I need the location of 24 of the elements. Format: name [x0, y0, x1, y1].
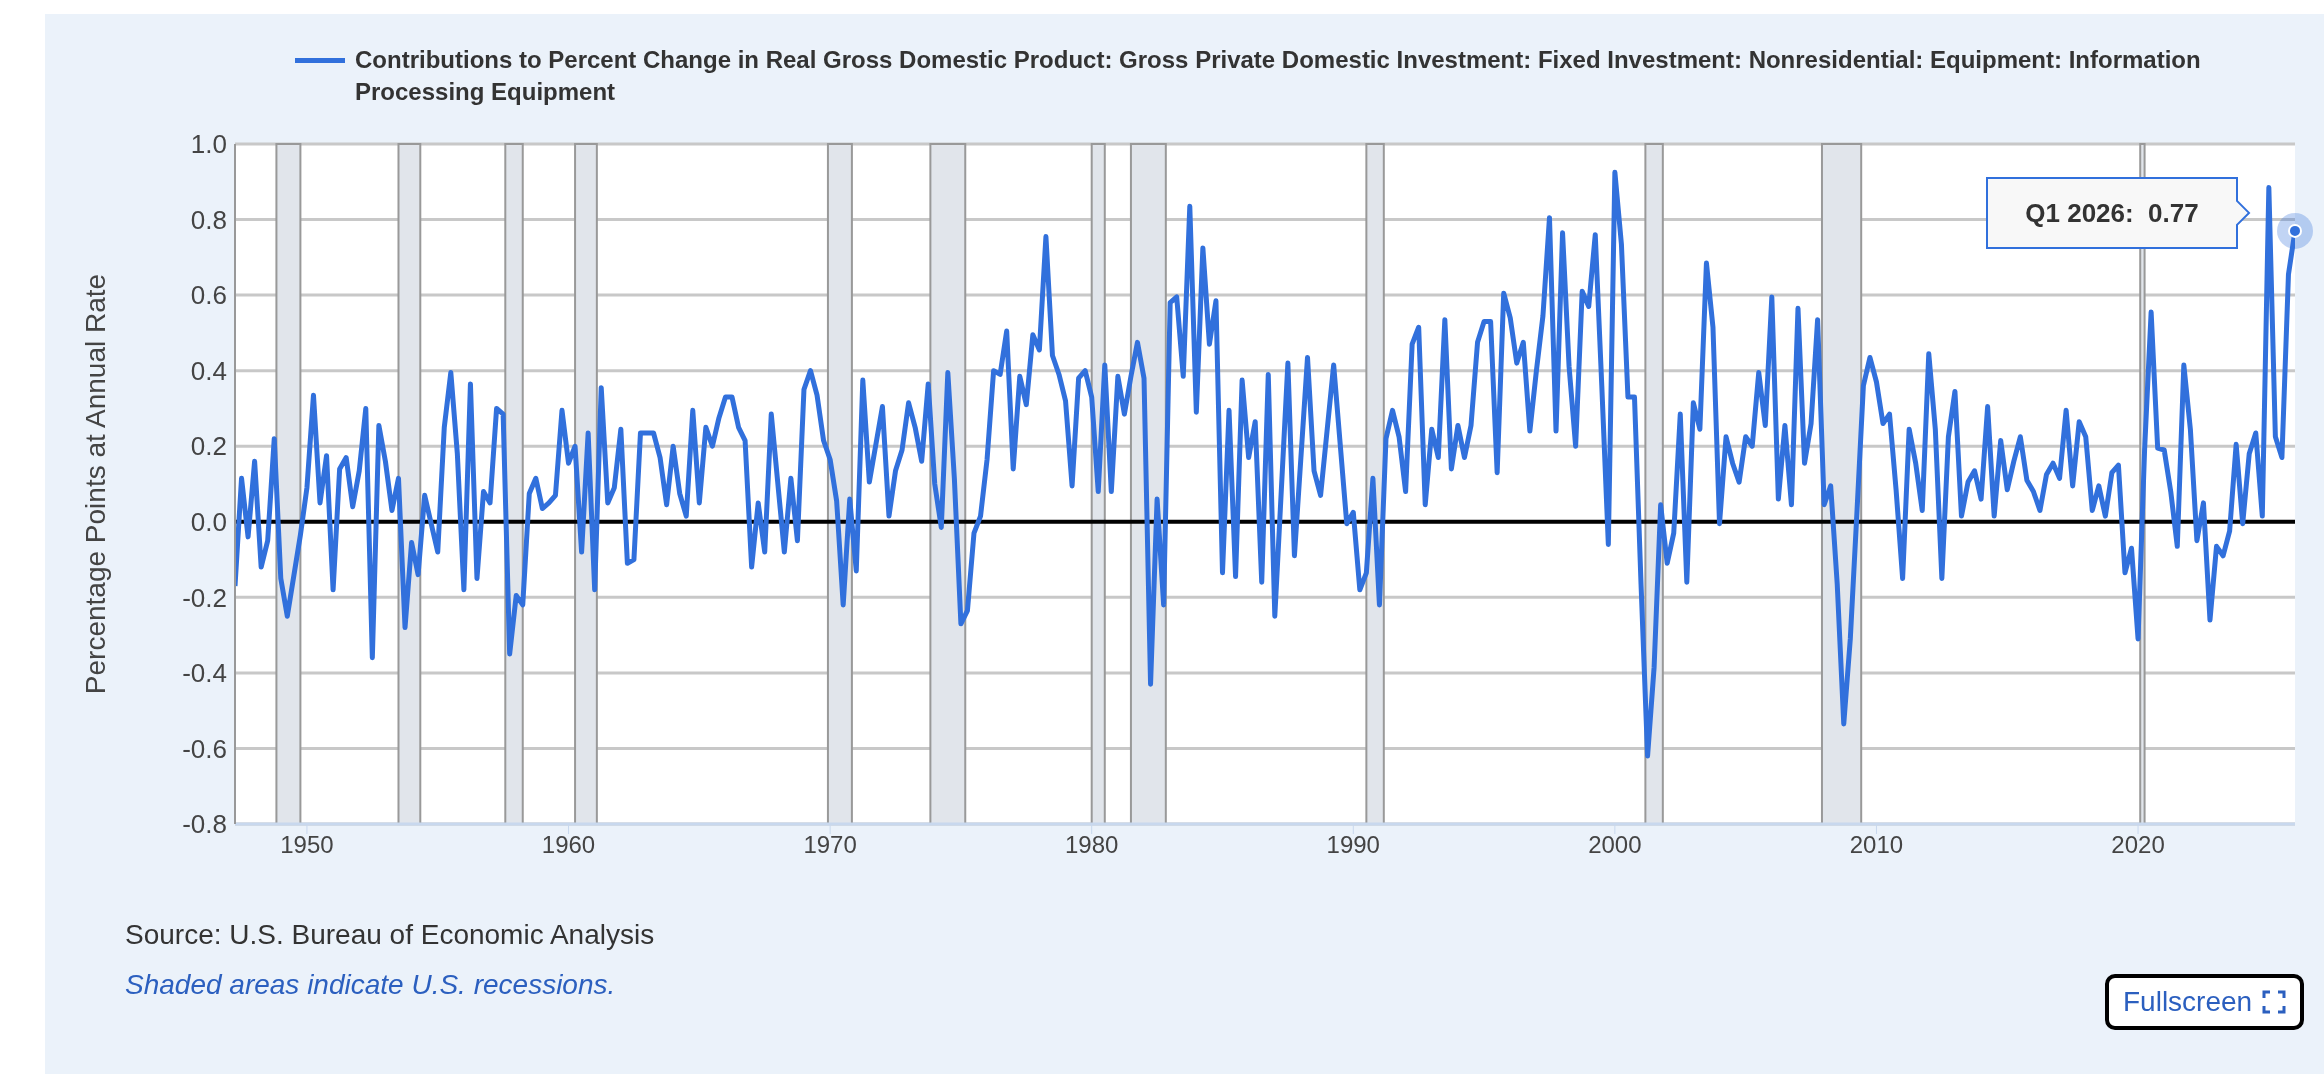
x-tick-label: 1960 — [541, 831, 596, 859]
y-tick-label: 0.4 — [190, 355, 227, 386]
legend-label: Contributions to Percent Change in Real Gross Domestic Product: Gross Private Domestic Investment: Fixed Investment: Nonresidential: Equipment: Information Processing Equipment — [355, 45, 2202, 107]
x-tick-label: 1990 — [1326, 831, 1380, 859]
x-tick-label: 1950 — [280, 831, 334, 859]
x-tick-label: 2010 — [1849, 831, 1904, 859]
y-tick-label: -0.6 — [182, 733, 227, 764]
x-tick-label: 2020 — [2111, 831, 2165, 859]
text: Shaded areas indicate U.S. recessions. — [125, 969, 616, 1001]
y-axis-title: Percentage Points at Annual Rate — [79, 273, 111, 695]
y-tick-label: -0.4 — [182, 658, 227, 689]
y-tick-label: 0.8 — [190, 204, 227, 235]
y-tick-label: 0.0 — [190, 507, 227, 538]
y-tick-label: -0.2 — [182, 582, 227, 613]
text: Fullscreen — [2123, 986, 2253, 1018]
y-tick-label: 0.6 — [190, 280, 227, 311]
source-note: Source: U.S. Bureau of Economic Analysis — [125, 919, 655, 951]
x-tick-label: 1980 — [1065, 831, 1119, 859]
y-tick-label: -0.8 — [182, 809, 227, 840]
x-tick-label: 1970 — [803, 831, 857, 859]
y-tick-label: 0.2 — [190, 431, 227, 462]
annotation: Q1 2026: 0.77 — [2025, 197, 2199, 228]
y-tick-label: 1.0 — [190, 129, 227, 160]
x-tick-label: 2000 — [1588, 831, 1642, 859]
